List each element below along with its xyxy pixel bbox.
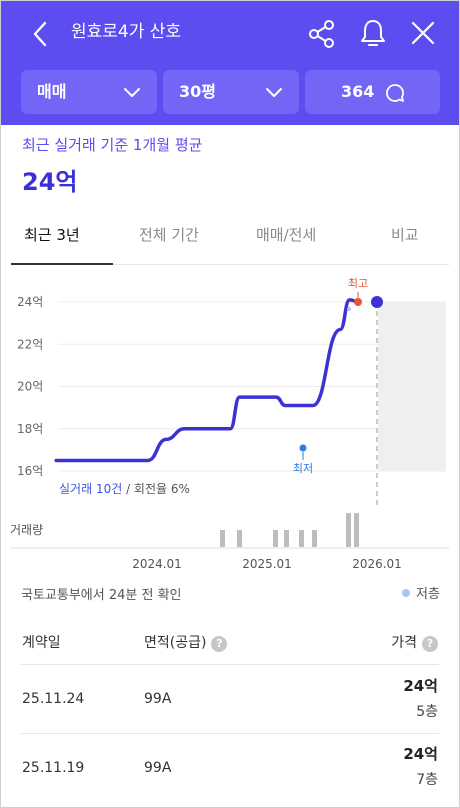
- tab-divider: [11, 264, 449, 265]
- y-tick-label: 18억: [17, 422, 43, 436]
- x-tick-label: 2024.01: [132, 557, 182, 571]
- volume-bar: [284, 530, 289, 547]
- area-label: 30평: [179, 82, 216, 101]
- future-shade: [378, 302, 446, 471]
- y-axis-ticks: 24억 22억 20억 18억 16억: [17, 295, 43, 478]
- x-axis-ticks: 2024.01 2025.01 2026.01: [132, 557, 402, 571]
- low-marker-label: 최저: [293, 462, 313, 475]
- row-price: 24억: [403, 677, 438, 695]
- price-chart[interactable]: 24억 22억 20억 18억 16억 최고 최저 실거래 10건 / 회전율 6% 거…: [0, 265, 460, 580]
- help-icon[interactable]: ?: [211, 636, 228, 652]
- low-marker: [299, 444, 307, 452]
- volume-bar: [354, 513, 359, 547]
- x-tick-label: 2026.01: [352, 557, 402, 571]
- current-point[interactable]: [371, 296, 383, 308]
- active-tab-indicator: [11, 263, 113, 265]
- volume-bar: [299, 530, 304, 547]
- row-floor: 5층: [416, 704, 438, 720]
- back-arrow-icon[interactable]: [27, 19, 55, 49]
- source-note: 국토교통부에서 24분 전 확인: [21, 588, 182, 603]
- bell-icon[interactable]: [357, 17, 389, 49]
- col-header-area-label: 면적(공급): [144, 635, 207, 651]
- col-header-date: 계약일: [22, 635, 61, 651]
- page-title: 원효로4가 산호: [71, 22, 182, 42]
- col-header-price: 가격?: [391, 633, 438, 653]
- row-divider: [21, 733, 439, 734]
- deal-type-dropdown[interactable]: 매매: [21, 70, 157, 114]
- chevron-down-icon: [266, 88, 282, 97]
- volume-bar: [273, 530, 278, 547]
- row-price: 24억: [403, 745, 438, 763]
- close-icon[interactable]: [409, 19, 437, 47]
- average-basis-text: 최근 실거래 기준 1개월 평균: [22, 136, 203, 154]
- share-icon[interactable]: [307, 19, 337, 49]
- volume-label: 거래량: [10, 523, 43, 537]
- tab-recent-3y[interactable]: 최근 3년: [24, 226, 80, 244]
- row-area: 99A: [144, 691, 172, 707]
- chat-bubble-icon: [386, 84, 404, 102]
- tab-all-period[interactable]: 전체 기간: [139, 226, 199, 244]
- volume-bar: [220, 530, 225, 547]
- y-tick-label: 16억: [17, 464, 43, 478]
- row-area: 99A: [144, 760, 172, 776]
- row-divider: [21, 664, 439, 665]
- tab-compare[interactable]: 비교: [391, 226, 419, 244]
- talk-button[interactable]: 364: [305, 70, 440, 114]
- help-icon[interactable]: ?: [422, 636, 438, 652]
- low-floor-legend-dot: [402, 589, 410, 597]
- y-tick-label: 24억: [17, 295, 43, 309]
- volume-bars: [220, 513, 359, 547]
- col-header-price-label: 가격: [391, 635, 417, 651]
- average-price: 24억: [22, 168, 78, 196]
- deal-type-label: 매매: [37, 82, 67, 101]
- low-floor-dot: [347, 307, 351, 311]
- chevron-down-icon: [124, 88, 140, 97]
- volume-bar: [312, 530, 317, 547]
- col-header-area: 면적(공급)?: [144, 633, 228, 653]
- app-header: 원효로4가 산호 매매 30평 364: [1, 1, 459, 125]
- x-tick-label: 2025.01: [242, 557, 292, 571]
- high-marker: [354, 298, 362, 306]
- legend-low-floor-label: 저층: [416, 587, 440, 602]
- row-date: 25.11.19: [22, 760, 85, 776]
- row-floor: 7층: [416, 772, 438, 788]
- area-dropdown[interactable]: 30평: [163, 70, 299, 114]
- volume-bar: [346, 513, 351, 547]
- y-tick-label: 22억: [17, 337, 43, 351]
- y-tick-label: 20억: [17, 380, 43, 394]
- volume-bar: [237, 530, 242, 547]
- row-date: 25.11.24: [22, 691, 85, 707]
- talk-count: 364: [341, 82, 375, 101]
- high-marker-label: 최고: [348, 277, 368, 290]
- tab-sale-lease[interactable]: 매매/전세: [256, 226, 317, 244]
- trade-count-link[interactable]: 실거래 10건 / 회전율 6%: [59, 482, 190, 496]
- price-series-line: [54, 298, 361, 463]
- legend-low-floor: 저층: [402, 585, 440, 605]
